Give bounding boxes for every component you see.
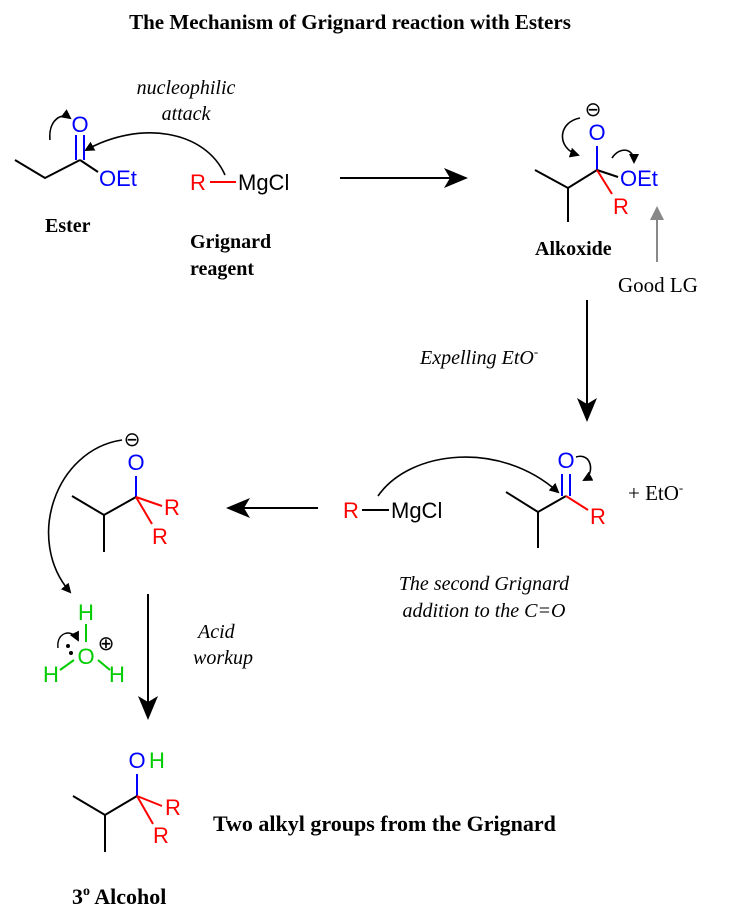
alcohol-r1-bond [136,795,163,807]
ketone-r-bond [565,495,589,511]
product-label: 3o Alcohol [72,884,166,909]
tert-alkoxide-oxygen: O [127,450,144,475]
hydronium-oxygen: O [77,644,94,669]
hydronium-h-top: H [78,600,94,625]
grignard-reagent-2: R MgCl [343,498,442,523]
tert-alkoxide-isopropyl-bonds [71,495,137,517]
acid-workup-line2: workup [193,647,253,669]
attack-curly-arrow [84,132,226,176]
hydronium-curly-arrow [57,630,79,649]
tert-alkoxide-charge: ⊖ [124,429,141,451]
grignard-label-line2: reagent [190,258,254,280]
grignard-reagent-1: R MgCl [190,170,289,195]
grignard1-mgcl: MgCl [238,170,289,195]
alcohol-r-bottom: R [153,823,169,848]
tert-alkoxide-r1-bond [135,496,163,507]
ester-label: Ester [45,215,91,237]
alcohol-oxygen: O [128,748,145,773]
product-caption: Two alkyl groups from the Grignard [213,811,556,836]
tert-alkoxide-r-bottom: R [152,524,168,549]
alkoxide-charge: ⊖ [585,99,602,121]
alcohol-r-top: R [165,795,181,820]
ester-bonds [14,159,81,180]
tert-alkoxide-r-top: R [164,495,180,520]
alkoxide-molecule: ⊖ O OEt R [534,99,658,222]
alkoxide-oet-bond [596,169,619,178]
alkoxide-curly-arrow-right [611,149,639,164]
second-addition-caption-line2: addition to the C=O [403,600,566,622]
alcohol-r2-bond [136,795,154,825]
second-attack-curly-arrow [377,456,560,497]
hydronium-right-bond [97,659,111,671]
protonation-curly-arrow [47,439,123,594]
hydronium-h-left: H [43,662,59,687]
alkoxide-isopropyl-bonds [534,169,598,190]
hydronium-ion: H O H H ⊕ [43,600,125,687]
hydronium-charge: ⊕ [98,633,115,655]
alkoxide-oet: OEt [620,166,658,191]
grignard2-mgcl: MgCl [391,498,442,523]
lone-pair-dot-1 [66,644,70,648]
alkoxide-r-bond [596,169,613,195]
alcohol-isopropyl-bonds [72,795,138,817]
alcohol-hydrogen: H [149,748,165,773]
ester-curly-arrow [49,109,72,141]
attack-label-line1: nucleophilic [137,77,236,99]
ester-carbonyl-oxygen: O [71,112,88,137]
grignard-label-line1: Grignard [190,231,271,253]
alkoxide-oxygen: O [588,120,605,145]
ketone-oxygen: O [557,448,574,473]
hydronium-h-right: H [109,662,125,687]
ketone-isopropyl-bonds [505,491,567,514]
hydronium-left-bond [59,659,75,671]
ester-molecule: O OEt [14,109,137,191]
lone-pair-dot-2 [69,651,73,655]
tertiary-alcohol-molecule: O H R R [72,748,181,852]
grignard1-r: R [190,170,206,195]
grignard2-r: R [343,498,359,523]
ester-c-o-bond [79,159,99,173]
tertiary-alkoxide-molecule: ⊖ O R R [71,429,180,552]
second-addition-caption-line1: The second Grignard [399,573,570,595]
ester-oet: OEt [99,166,137,191]
attack-label-line2: attack [162,103,212,125]
alkoxide-label: Alkoxide [535,238,612,260]
good-lg-label: Good LG [618,273,698,297]
ketone-molecule: O R [505,448,606,548]
expelling-label: Expelling EtO- [419,344,538,369]
acid-workup-line1: Acid [196,621,236,643]
ketone-curly-arrow [575,455,594,481]
alkoxide-curly-arrow-left [561,117,581,158]
page-title: The Mechanism of Grignard reaction with … [129,10,571,34]
plus-ethoxide: + EtO- [628,480,683,505]
alkoxide-r: R [613,194,629,219]
ketone-r: R [590,504,606,529]
tert-alkoxide-r2-bond [135,496,153,525]
